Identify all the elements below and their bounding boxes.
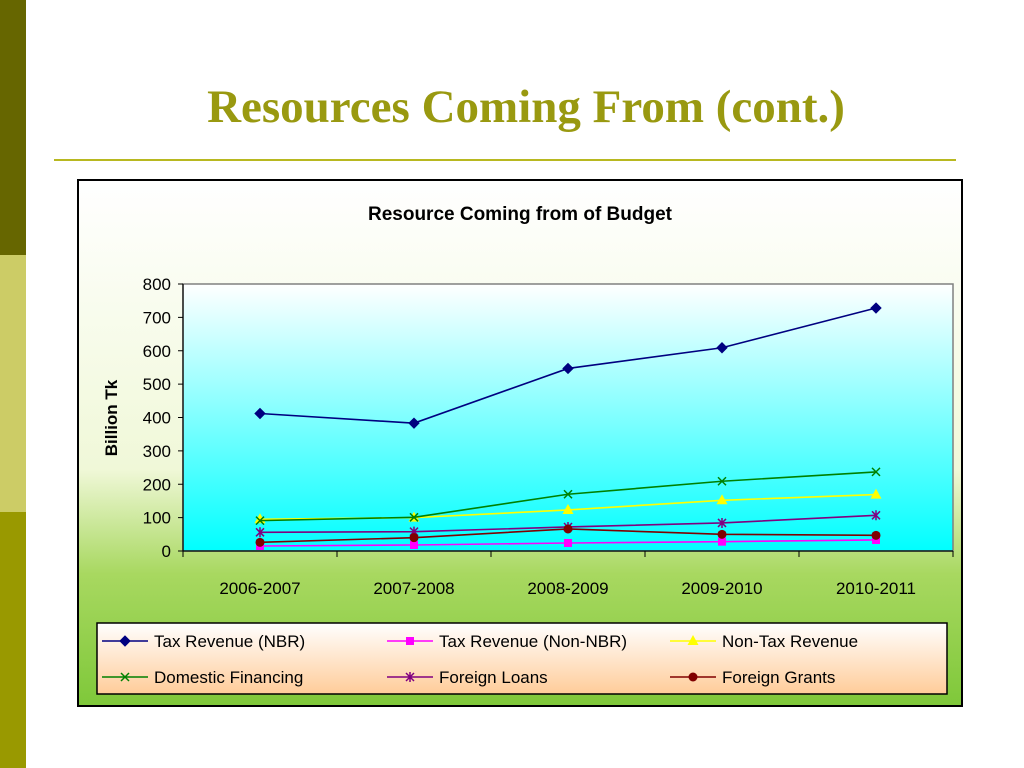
- legend-marker: [405, 672, 415, 682]
- y-tick-label: 700: [143, 308, 171, 327]
- x-tick-label: 2010-2011: [836, 579, 916, 598]
- chart-frame: [77, 179, 963, 707]
- series-5: [255, 524, 881, 547]
- legend-label: Foreign Grants: [722, 668, 835, 687]
- y-tick-label: 200: [143, 475, 171, 494]
- data-point: [717, 517, 727, 528]
- legend-item: Domestic Financing: [102, 668, 303, 687]
- data-point: [718, 537, 726, 546]
- legend-item: Tax Revenue (Non-NBR): [387, 632, 627, 651]
- y-tick-label: 300: [143, 442, 171, 461]
- data-point: [563, 489, 573, 499]
- y-tick-label: 400: [143, 409, 171, 428]
- legend-marker: [687, 635, 699, 645]
- data-point: [255, 516, 265, 526]
- legend: Tax Revenue (NBR) Tax Revenue (Non-NBR) No…: [102, 632, 858, 687]
- data-point: [717, 476, 727, 486]
- data-point: [408, 417, 420, 429]
- data-point: [717, 529, 727, 539]
- legend-label: Tax Revenue (NBR): [154, 632, 305, 651]
- legend-marker: [406, 637, 414, 645]
- legend-item: Tax Revenue (NBR): [102, 632, 305, 651]
- x-tick-label: 2008-2009: [527, 579, 608, 598]
- axes: 0 100 200 300 400 500 600 700 800 2006-2007 2007-2…: [143, 275, 954, 598]
- data-point: [870, 488, 882, 499]
- series-0: [254, 302, 882, 429]
- data-point: [562, 503, 574, 514]
- legend-box: [96, 622, 948, 695]
- sidebar-segment-middle: [0, 255, 26, 512]
- y-tick-label: 100: [143, 509, 171, 528]
- y-tick-label: 600: [143, 342, 171, 361]
- legend-label: Domestic Financing: [154, 668, 303, 687]
- legend-marker: [688, 672, 698, 682]
- data-point: [871, 530, 881, 540]
- sidebar-segment-bottom: [0, 512, 26, 768]
- slide-title: Resources Coming From (cont.): [207, 81, 845, 133]
- x-tick-label: 2007-2008: [373, 579, 454, 598]
- x-tick-label: 2009-2010: [681, 579, 762, 598]
- sidebar-accent-bar: [0, 0, 26, 768]
- data-point: [410, 540, 418, 549]
- y-tick-label: 500: [143, 375, 171, 394]
- legend-label: Foreign Loans: [439, 668, 548, 687]
- data-point: [562, 362, 574, 375]
- legend-item: Foreign Loans: [387, 668, 548, 687]
- data-point: [254, 407, 266, 420]
- data-point: [716, 494, 728, 505]
- legend-label: Non-Tax Revenue: [722, 632, 858, 651]
- series-3: [255, 467, 881, 526]
- data-point: [872, 535, 880, 544]
- y-tick-label: 800: [143, 275, 171, 294]
- data-point: [563, 524, 573, 534]
- data-point: [255, 537, 265, 547]
- legend-item: Non-Tax Revenue: [670, 632, 858, 651]
- data-point: [716, 342, 728, 354]
- legend-marker: [120, 672, 130, 682]
- data-point: [871, 510, 881, 521]
- data-point: [409, 533, 419, 543]
- y-axis-label: Billion Tk: [102, 379, 121, 456]
- x-tick-label: 2006-2007: [219, 579, 300, 598]
- legend-item: Foreign Grants: [670, 668, 835, 687]
- data-point: [564, 538, 572, 547]
- y-tick-label: 0: [162, 542, 171, 561]
- data-point: [409, 512, 419, 522]
- data-point: [255, 527, 265, 538]
- chart-title: Resource Coming from of Budget: [368, 204, 673, 225]
- legend-marker: [119, 635, 131, 647]
- sidebar-segment-top: [0, 0, 26, 255]
- legend-label: Tax Revenue (Non-NBR): [439, 632, 627, 651]
- title-divider: [54, 159, 956, 161]
- data-point: [871, 467, 881, 477]
- data-point: [870, 302, 882, 314]
- series-group: [254, 302, 882, 550]
